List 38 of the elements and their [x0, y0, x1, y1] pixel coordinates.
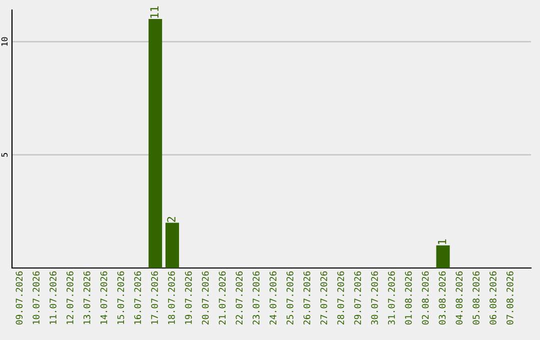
x-tick-label: 14.07.2026 [100, 271, 108, 324]
x-tick-label: 10.07.2026 [32, 271, 40, 324]
x-tick-label: 18.07.2026 [168, 271, 175, 324]
x-tick-label: 04.08.2026 [456, 271, 463, 325]
data-label: 2 [167, 216, 176, 222]
y-tick-label: 10 [1, 37, 8, 46]
y-tick-label: 5 [1, 153, 8, 157]
x-tick-label: 06.08.2026 [490, 271, 496, 325]
x-tick-label: 22.07.2026 [236, 271, 243, 324]
x-tick-label: 17.07.2026 [151, 271, 158, 324]
x-tick-label: 31.07.2026 [388, 271, 395, 325]
x-tick-label: 05.08.2026 [472, 271, 480, 325]
bar [436, 245, 450, 268]
bar [165, 222, 180, 268]
x-tick-label: 16.07.2026 [134, 271, 142, 324]
data-label: 1 [438, 239, 446, 244]
x-tick-label: 07.08.2026 [506, 271, 514, 325]
x-tick-label: 24.07.2026 [270, 271, 276, 324]
x-tick-label: 19.07.2026 [184, 271, 192, 324]
x-tick-label: 20.07.2026 [202, 271, 209, 324]
x-tick-label: 29.07.2026 [354, 271, 362, 324]
x-tick-label: 25.07.2026 [286, 271, 294, 324]
x-tick-label: 15.07.2026 [117, 271, 124, 324]
x-tick-label: 28.07.2026 [337, 271, 344, 324]
x-tick-label: 12.07.2026 [66, 271, 74, 324]
x-tick-label: 21.07.2026 [218, 271, 226, 324]
x-tick-label: 26.07.2026 [303, 271, 310, 324]
x-tick-label: 03.08.2026 [438, 271, 446, 325]
x-tick-label: 01.08.2026 [404, 271, 412, 325]
x-tick-label: 13.07.2026 [83, 271, 90, 324]
x-tick-label: 30.07.2026 [371, 271, 378, 325]
x-tick-label: 11.07.2026 [50, 271, 56, 324]
x-tick-label: 23.07.2026 [252, 271, 260, 324]
x-tick-label: 02.08.2026 [422, 271, 429, 325]
x-tick-label: 09.07.2026 [16, 271, 23, 325]
bar [148, 19, 162, 268]
data-label: 11 [150, 6, 158, 18]
x-tick-label: 27.07.2026 [320, 271, 328, 324]
